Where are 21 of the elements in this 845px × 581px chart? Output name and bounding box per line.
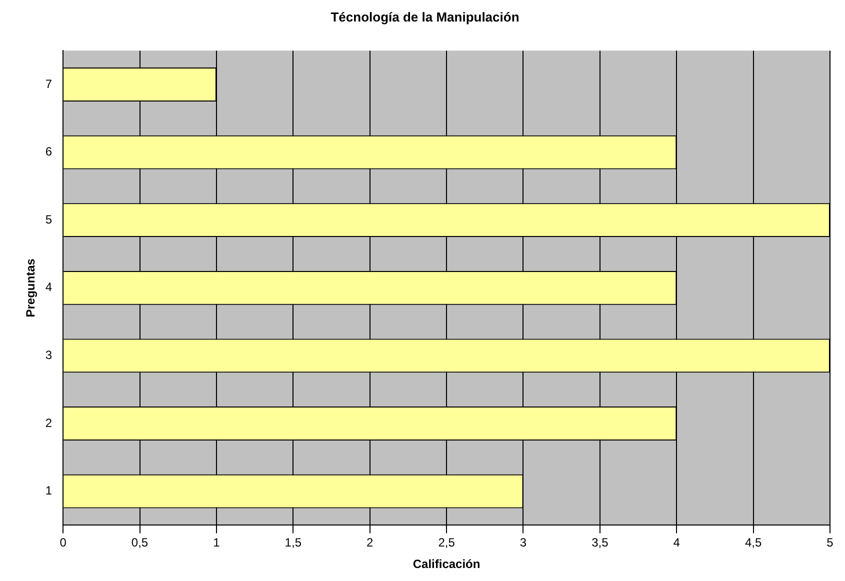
x-tick-label: 0,5 <box>131 536 148 550</box>
y-tick-label: 4 <box>45 280 52 294</box>
x-tick-label: 3,5 <box>592 536 609 550</box>
y-tick-label: 7 <box>45 76 52 91</box>
y-tick-label: 5 <box>45 212 52 226</box>
y-tick-label: 2 <box>45 416 52 430</box>
x-tick-label: 4,5 <box>744 536 762 550</box>
chart-title: Técnología de la Manipulación <box>330 9 520 24</box>
x-tick-label: 5 <box>826 536 834 550</box>
x-tick-label: 2 <box>366 536 374 550</box>
y-tick-label: 3 <box>45 348 52 362</box>
x-tick-label: 1,5 <box>284 536 302 550</box>
x-tick-label: 0 <box>60 536 67 550</box>
x-tick-label: 2,5 <box>438 536 456 550</box>
x-tick-label: 4 <box>673 536 680 550</box>
y-tick-label: 1 <box>45 484 52 498</box>
x-tick-label: 3 <box>520 536 527 550</box>
x-tick-label: 1 <box>213 536 220 550</box>
y-axis-title: Preguntas <box>24 258 38 318</box>
y-tick-label: 6 <box>45 144 52 159</box>
x-axis-title: Calificación <box>412 557 480 572</box>
